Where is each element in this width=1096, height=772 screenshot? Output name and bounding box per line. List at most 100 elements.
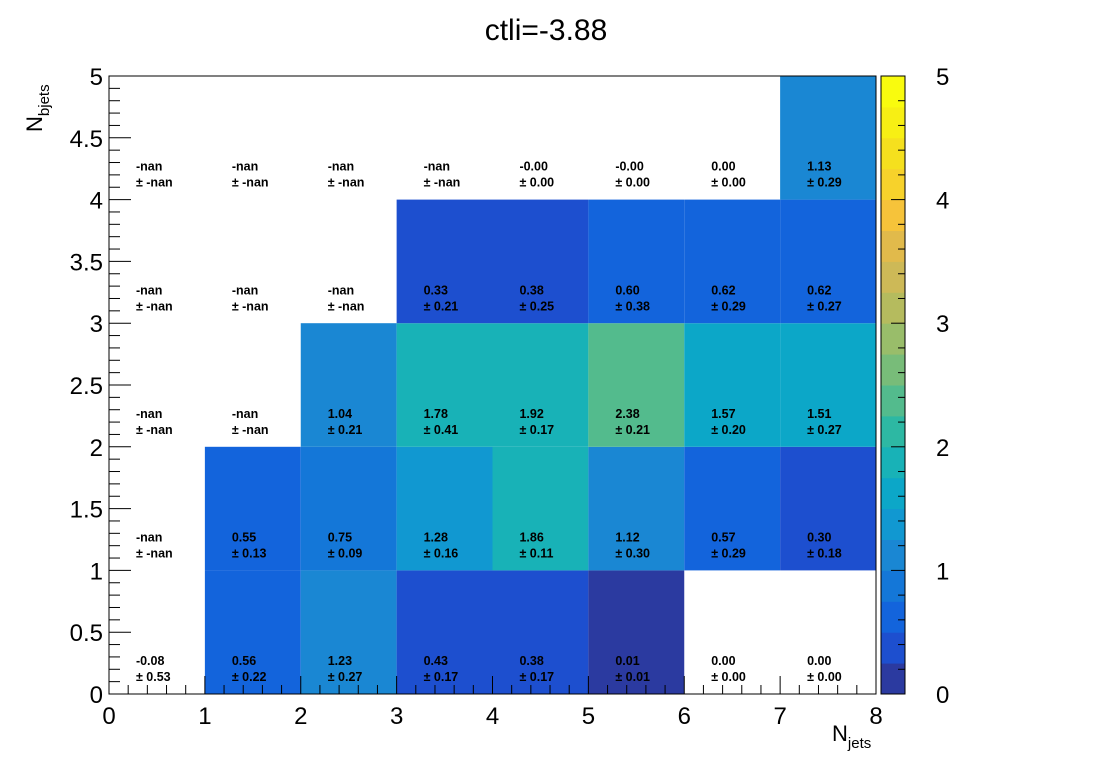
- heatmap-cell: [492, 323, 589, 447]
- color-scale-segment: [881, 663, 905, 695]
- cell-error-label: ± -nan: [232, 299, 269, 313]
- cell-value-label: -0.00: [615, 160, 644, 174]
- cell-error-label: ± 0.16: [424, 547, 459, 561]
- cell-value-label: -0.08: [136, 654, 165, 668]
- heatmap-cell: [204, 446, 301, 571]
- cell-error-label: ± 0.17: [519, 670, 554, 684]
- color-scale-segment: [881, 446, 905, 479]
- cell-value-label: -nan: [136, 283, 162, 297]
- z-tick-label: 5: [936, 64, 949, 91]
- color-scale-segment: [881, 292, 905, 324]
- heatmap-cell: [780, 323, 876, 447]
- cell-value-label: 0.56: [232, 654, 256, 668]
- cell-error-label: ± -nan: [136, 176, 173, 190]
- chart-title: ctli=-3.88: [485, 14, 608, 47]
- cell-value-label: 0.62: [807, 283, 831, 297]
- heatmap-cell: [588, 199, 685, 324]
- cell-error-label: ± 0.21: [424, 299, 459, 313]
- cell-value-label: 1.51: [807, 407, 831, 421]
- cell-error-label: ± 0.00: [711, 670, 746, 684]
- x-axis-ticks: 0 1 2 3 4 5 6 7 8: [102, 676, 883, 730]
- heatmap-cell: [588, 323, 685, 447]
- cell-value-label: -nan: [328, 283, 354, 297]
- z-tick-label: 3: [936, 311, 949, 338]
- color-scale-segment: [881, 477, 905, 510]
- cell-error-label: ± 0.00: [519, 176, 554, 190]
- cell-labels: -0.08 ± 0.53 0.56 ± 0.22 1.23 ± 0.27 0.43 ± 0.1…: [136, 160, 842, 684]
- cell-value-label: 0.00: [711, 654, 735, 668]
- cell-error-label: ± 0.29: [711, 299, 746, 313]
- heatmap-cell: [396, 446, 493, 571]
- color-scale-segment: [881, 323, 905, 355]
- x-tick-label: 4: [486, 703, 499, 730]
- color-scale-segment: [881, 168, 905, 201]
- cell-value-label: 2.38: [615, 407, 639, 421]
- cell-error-label: ± 0.38: [615, 299, 650, 313]
- cell-error-label: ± 0.25: [519, 299, 554, 313]
- cell-error-label: ± 0.00: [615, 176, 650, 190]
- cell-value-label: -nan: [136, 407, 162, 421]
- z-tick-label: 4: [936, 188, 949, 215]
- x-axis-title-main: N: [832, 721, 848, 746]
- cell-error-label: ± 0.09: [328, 547, 363, 561]
- cell-error-label: ± 0.18: [807, 547, 842, 561]
- x-tick-label: 5: [582, 703, 595, 730]
- cell-value-label: -nan: [232, 283, 258, 297]
- color-scale-segment: [881, 76, 905, 108]
- cell-value-label: 0.00: [807, 654, 831, 668]
- cell-value-label: 1.57: [711, 407, 735, 421]
- cell-error-label: ± 0.27: [328, 670, 363, 684]
- heatmap-cell: [396, 570, 493, 694]
- y-tick-label: 4.5: [70, 126, 103, 153]
- color-scale-bar: [880, 75, 906, 695]
- cell-error-label: ± 0.29: [711, 547, 746, 561]
- heatmap-cell: [588, 570, 685, 694]
- cell-value-label: -nan: [232, 407, 258, 421]
- color-scale-segment: [881, 354, 905, 386]
- x-tick-label: 0: [102, 703, 115, 730]
- cell-value-label: 0.57: [711, 531, 735, 545]
- z-tick-label: 2: [936, 435, 949, 462]
- cell-error-label: ± 0.20: [711, 423, 746, 437]
- cell-value-label: 1.12: [615, 531, 639, 545]
- cell-value-label: 1.86: [519, 531, 543, 545]
- heatmap-cell: [300, 323, 397, 447]
- z-tick-label: 1: [936, 558, 949, 585]
- color-scale-segment: [881, 106, 905, 139]
- cell-value-label: 1.13: [807, 160, 831, 174]
- cell-value-label: 1.92: [519, 407, 543, 421]
- color-scale-segment: [881, 415, 905, 448]
- cell-error-label: ± 0.01: [615, 670, 650, 684]
- y-tick-label: 2.5: [70, 373, 103, 400]
- heatmap-cell: [492, 199, 589, 324]
- cell-value-label: 0.75: [328, 531, 352, 545]
- cell-value-label: 1.04: [328, 407, 352, 421]
- y-tick-label: 1.5: [70, 497, 103, 524]
- cell-error-label: ± -nan: [136, 547, 173, 561]
- y-axis-title-sub: bjets: [36, 84, 53, 116]
- cell-error-label: ± 0.21: [328, 423, 363, 437]
- cell-error-label: ± 0.27: [807, 423, 842, 437]
- color-scale-segment: [881, 601, 905, 633]
- heatmap-cell: [492, 446, 589, 571]
- heatmap-cell: [204, 570, 301, 694]
- cell-error-label: ± 0.17: [424, 670, 459, 684]
- cell-error-label: ± 0.22: [232, 670, 267, 684]
- y-tick-label: 1: [90, 558, 103, 585]
- cell-value-label: -nan: [424, 160, 450, 174]
- heatmap-cell: [684, 199, 781, 324]
- y-tick-label: 0: [90, 682, 103, 709]
- cell-error-label: ± 0.41: [424, 423, 459, 437]
- heatmap-cell: [396, 323, 493, 447]
- cell-value-label: 0.38: [519, 283, 543, 297]
- cell-value-label: 0.43: [424, 654, 448, 668]
- cell-error-label: ± 0.00: [807, 670, 842, 684]
- z-tick-label: 0: [936, 682, 949, 709]
- cell-value-label: 0.30: [807, 531, 831, 545]
- cell-error-label: ± 0.53: [136, 670, 171, 684]
- y-tick-label: 4: [90, 188, 103, 215]
- color-scale-segment: [881, 137, 905, 170]
- cell-error-label: ± 0.00: [711, 176, 746, 190]
- y-axis-title-main: N: [22, 116, 47, 132]
